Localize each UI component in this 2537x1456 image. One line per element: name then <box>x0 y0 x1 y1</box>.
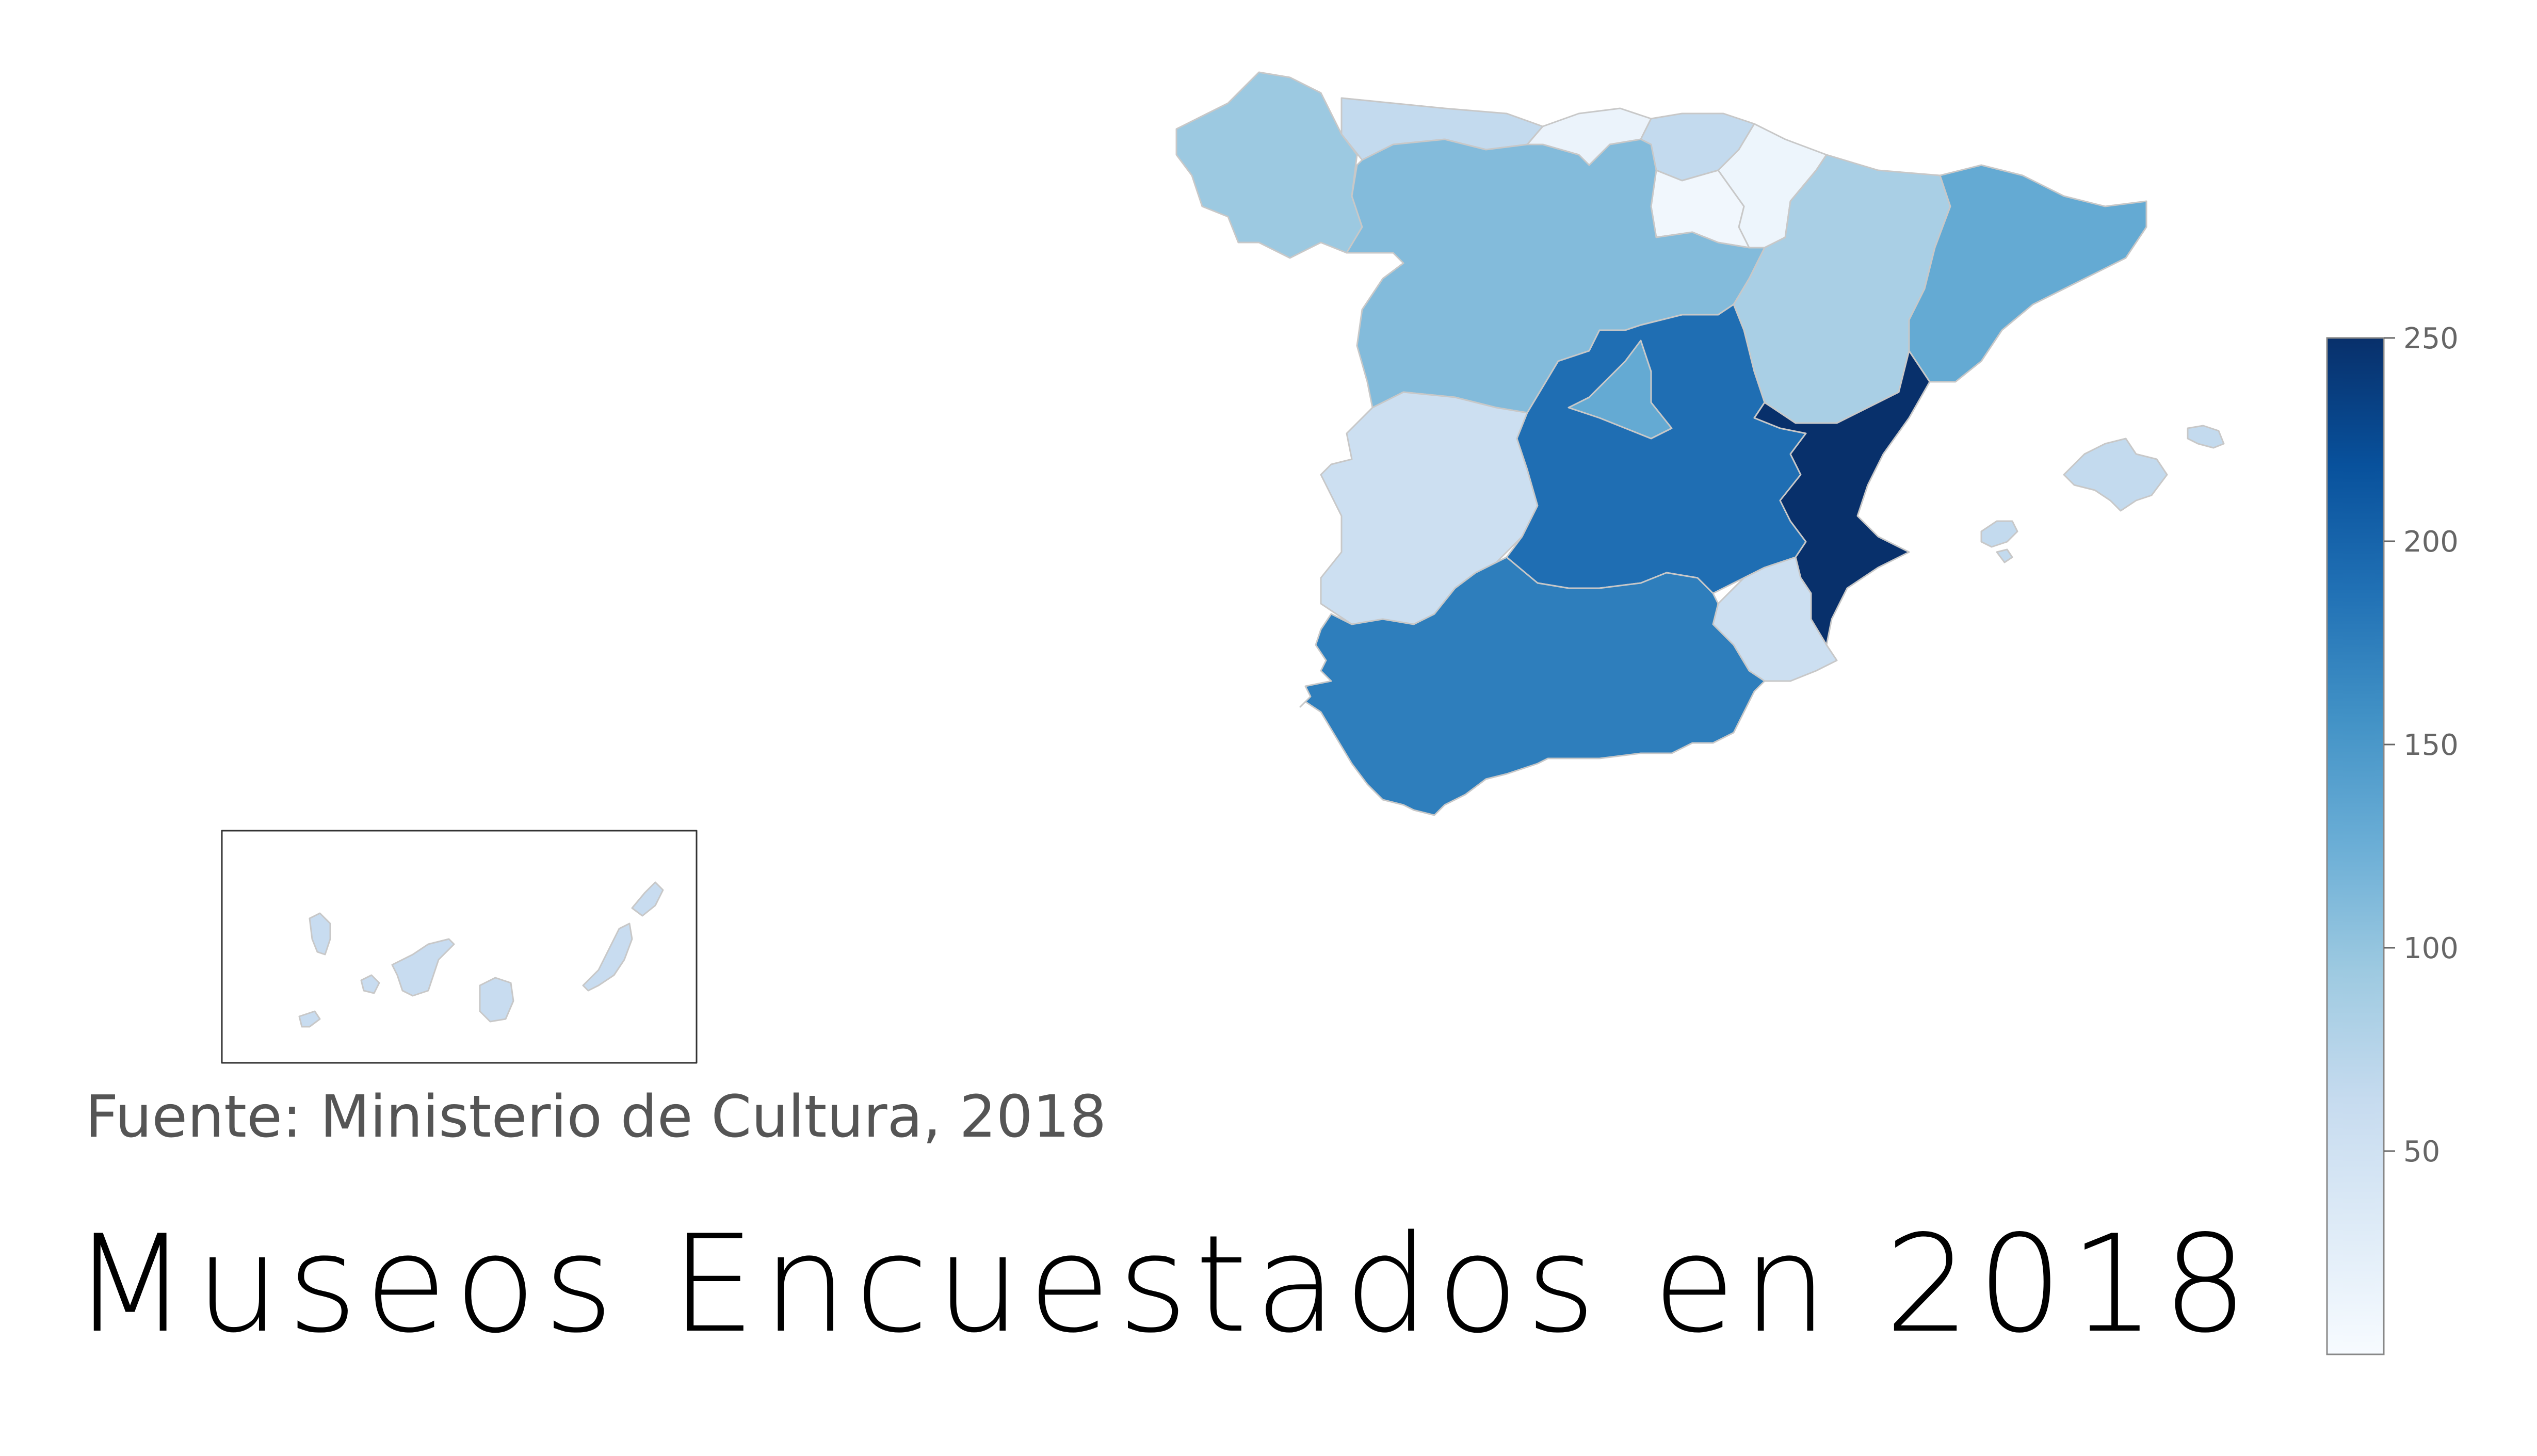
canarias-inset-frame <box>221 830 698 1064</box>
region-cataluna <box>1908 164 2147 383</box>
region-baleares-mallorca <box>2063 438 2168 512</box>
region-canarias-tenerife <box>391 938 455 997</box>
region-baleares-formentera <box>1996 548 2013 563</box>
colorbar-tick-label: 200 <box>2403 525 2459 559</box>
region-canarias-la-palma <box>309 912 331 956</box>
region-canarias-gran-canaria <box>479 977 514 1023</box>
region-canarias-el-hierro <box>298 1010 321 1028</box>
map-title: Museos Encuestados en 2018 <box>72 1207 2255 1363</box>
region-canarias-la-gomera <box>360 974 380 994</box>
colorbar: 250 200 150 100 50 <box>2326 322 2459 1355</box>
colorbar-gradient <box>2326 337 2385 1355</box>
region-baleares-ibiza <box>1980 520 2018 548</box>
source-caption: Fuente: Ministerio de Cultura, 2018 <box>85 1083 1107 1151</box>
colorbar-tick-label: 250 <box>2403 322 2459 355</box>
colorbar-tick-label: 100 <box>2403 932 2459 965</box>
colorbar-tick-label: 150 <box>2403 729 2459 762</box>
colorbar-ticks: 250 200 150 100 50 <box>2384 322 2459 1169</box>
region-canarias-lanzarote <box>631 881 664 917</box>
colorbar-tick-label: 50 <box>2403 1135 2440 1169</box>
region-baleares-menorca <box>2187 425 2225 449</box>
region-andalucia <box>1299 556 1766 816</box>
region-galicia <box>1175 71 1363 259</box>
region-canarias-fuerteventura <box>582 923 633 992</box>
